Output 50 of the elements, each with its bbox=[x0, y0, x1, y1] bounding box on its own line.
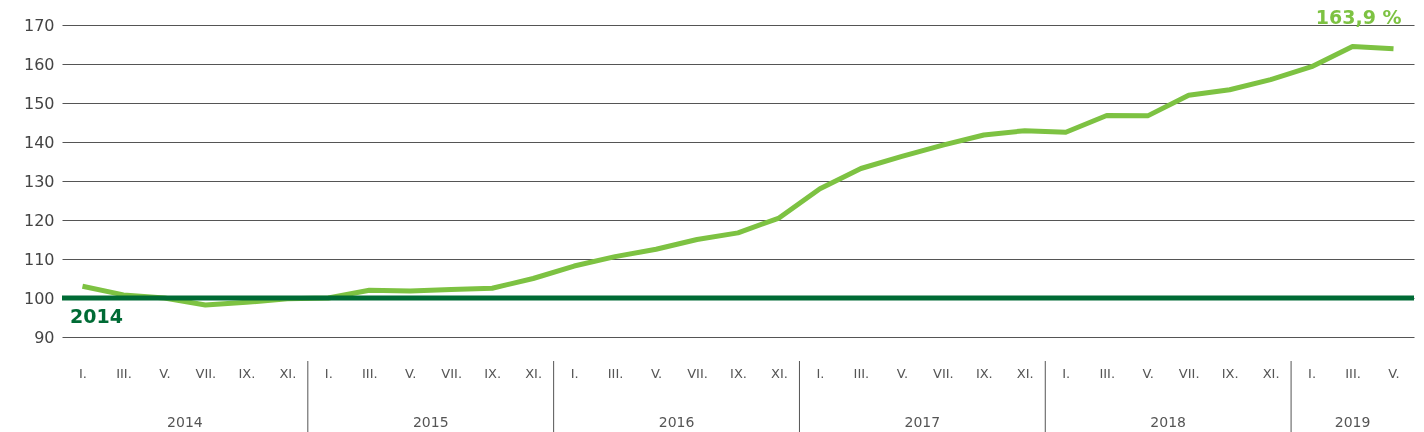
y-tick-label: 110 bbox=[23, 249, 55, 269]
x-tick-label: V. bbox=[650, 365, 663, 381]
text: 2019 bbox=[1334, 414, 1371, 430]
text: 2015 bbox=[412, 414, 449, 430]
x-tick-label: IX. bbox=[484, 365, 502, 381]
x-tick-label: III. bbox=[361, 365, 378, 381]
x-tick-label: V. bbox=[159, 365, 171, 381]
x-tick-label: XI. bbox=[525, 365, 543, 381]
x-tick-label: VII. bbox=[195, 365, 217, 381]
text: 2014 bbox=[167, 414, 203, 430]
annotation: 2014 bbox=[70, 305, 123, 327]
x-tick-label: IX. bbox=[975, 365, 993, 381]
y-tick-label: 150 bbox=[23, 93, 55, 113]
y-tick-label: 130 bbox=[23, 171, 55, 191]
x-tick-label: I. bbox=[570, 365, 579, 381]
x-tick-label: III. bbox=[1345, 365, 1361, 381]
x-tick-label: XI. bbox=[1262, 365, 1280, 381]
y-tick-label: 160 bbox=[23, 54, 55, 74]
y-tick-label: 120 bbox=[23, 210, 55, 230]
x-tick-label: IX. bbox=[238, 365, 256, 381]
x-tick-label: XI. bbox=[1016, 365, 1034, 381]
x-tick-label: III. bbox=[116, 365, 132, 381]
x-tick-label: XI. bbox=[771, 365, 788, 381]
text: 2018 bbox=[1150, 414, 1186, 430]
x-tick-label: VII. bbox=[933, 365, 954, 381]
annotation: 163,9 % bbox=[1315, 6, 1402, 29]
x-tick-label: V. bbox=[1142, 365, 1154, 381]
x-tick-label: III. bbox=[853, 365, 870, 381]
x-tick-label: III. bbox=[607, 365, 624, 381]
x-tick-label: III. bbox=[1099, 365, 1116, 381]
text: 2017 bbox=[904, 414, 941, 430]
y-tick-label: 100 bbox=[23, 288, 55, 308]
x-tick-label: I. bbox=[816, 365, 825, 381]
y-tick-label: 140 bbox=[23, 132, 55, 152]
x-tick-label: XI. bbox=[279, 365, 297, 381]
x-tick-label: IX. bbox=[1221, 365, 1239, 381]
x-tick-label: V. bbox=[896, 365, 909, 381]
x-tick-label: V. bbox=[405, 365, 417, 381]
x-tick-label: VII. bbox=[687, 365, 708, 381]
y-tick-label: 170 bbox=[23, 15, 55, 35]
x-tick-label: IX. bbox=[730, 365, 747, 381]
y-tick-label: 90 bbox=[34, 327, 55, 347]
x-tick-label: I. bbox=[1308, 365, 1317, 381]
text: 2016 bbox=[658, 414, 695, 430]
x-tick-label: V. bbox=[1388, 365, 1400, 381]
x-tick-label: VII. bbox=[441, 365, 463, 381]
x-tick-label: I. bbox=[324, 365, 333, 381]
x-tick-label: I. bbox=[79, 365, 87, 381]
x-tick-label: I. bbox=[1062, 365, 1071, 381]
x-tick-label: VII. bbox=[1178, 365, 1200, 381]
